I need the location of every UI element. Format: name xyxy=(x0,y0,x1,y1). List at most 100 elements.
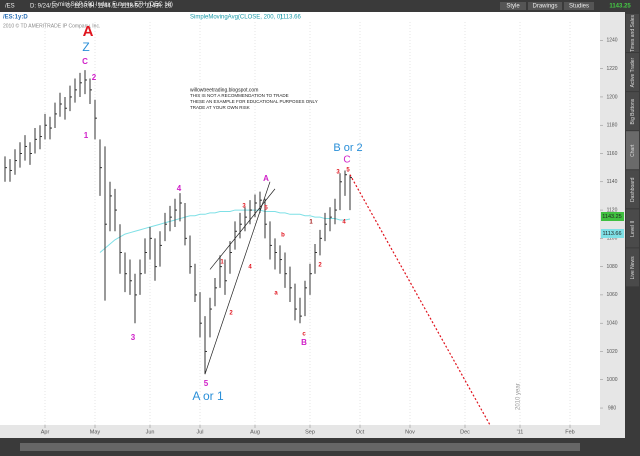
scroll-thumb[interactable] xyxy=(20,443,580,451)
tab[interactable] xyxy=(626,248,639,287)
plot-area xyxy=(0,12,600,425)
note-line: THIS IS NOT A RECOMMENDATION TO TRADE xyxy=(190,93,289,98)
y-tick-label: 1180 xyxy=(607,123,618,129)
y-tick-label: 1160 xyxy=(607,151,618,157)
wave-label: 2 xyxy=(92,73,97,82)
wave-label: A or 1 xyxy=(192,389,224,403)
tab[interactable] xyxy=(626,92,639,131)
wave-label: B xyxy=(301,338,307,347)
y-tick-label: 1220 xyxy=(606,66,617,72)
wave-label: A xyxy=(83,23,94,40)
open: O: 1130.5 xyxy=(66,4,93,10)
y-tick-label: 1100 xyxy=(607,236,618,242)
tab[interactable] xyxy=(626,170,639,209)
wave-label: 2 xyxy=(229,311,233,317)
wave-label: 3 xyxy=(242,204,246,210)
wave-label: 3 xyxy=(336,170,340,176)
symbol[interactable]: /ES xyxy=(5,4,15,10)
wave-label: c xyxy=(302,332,306,338)
copyright: 2010 © TD AMERITRADE IP Company, Inc. xyxy=(3,22,100,29)
y-tick-label: 980 xyxy=(608,405,617,411)
tab-label[interactable]: Active Trader xyxy=(630,58,636,88)
y-tick-label: 1140 xyxy=(607,179,618,185)
x-tick-label: Oct xyxy=(356,429,365,435)
toolbar xyxy=(0,0,640,12)
close: C: 1143 xyxy=(138,4,159,10)
tab-label[interactable]: Live News xyxy=(630,256,636,280)
x-tick-label: Nov xyxy=(405,429,415,435)
study-box xyxy=(601,229,624,238)
y-tick-label: 1020 xyxy=(606,349,617,355)
wave-labels: A Z C 2 1 4 3 A 3 5 1 4 2 b a c B 1 2 3 … xyxy=(82,23,363,403)
chart-id: /ES:1y:D xyxy=(3,15,28,21)
wave-label: Z xyxy=(82,40,89,54)
last-price-label: 1143.25 xyxy=(602,214,621,220)
tab-label[interactable]: Level II xyxy=(630,221,636,237)
x-tick-label: May xyxy=(90,429,101,435)
wave-label: C xyxy=(343,155,350,166)
tab[interactable] xyxy=(626,209,639,248)
wave-label: 5 xyxy=(264,206,268,212)
axes: 980 1000 1020 1040 1060 1080 1100 1120 1140 1160 1… xyxy=(41,38,618,436)
note-line: willowtreetrading.blogspot.com xyxy=(190,87,258,93)
tab[interactable] xyxy=(626,131,639,170)
trendline xyxy=(209,188,276,270)
x-tick-label: Aug xyxy=(250,429,260,435)
y-tick-label: 1120 xyxy=(607,207,618,213)
x-tick-label: Feb xyxy=(565,429,574,435)
wave-label: 1 xyxy=(84,131,89,140)
instrument: E-mini S&P 500 Index Futures,ETH (DEC 10… xyxy=(52,2,173,8)
moving-average xyxy=(99,209,351,253)
trendline xyxy=(204,181,271,375)
y-tick-label: 1060 xyxy=(606,292,617,298)
tab[interactable] xyxy=(626,14,639,53)
wave-label: 4 xyxy=(342,220,346,226)
y-tick-label: 1080 xyxy=(606,264,617,270)
button-label[interactable]: Drawings xyxy=(532,4,557,10)
x-tick-label: '11 xyxy=(517,429,524,435)
study-label: 1113.66 xyxy=(602,231,621,237)
grid xyxy=(44,22,571,425)
tab-label[interactable]: Dashboard xyxy=(630,177,636,202)
toolbar-buttons: Style Drawings Studies xyxy=(500,2,594,10)
low: L: 1118.5 xyxy=(114,4,139,10)
y-tick-label: 1000 xyxy=(606,377,617,383)
button[interactable] xyxy=(564,2,594,10)
study-name: SimpleMovingAvg(CLOSE, 200, 0) xyxy=(190,15,282,21)
bar-date: D: 9/24/10 xyxy=(30,4,58,10)
wave-label: C xyxy=(82,57,88,66)
tab-label[interactable]: Times and Sales xyxy=(630,15,636,53)
wave-label: 5 xyxy=(346,168,350,174)
x-tick-label: Jun xyxy=(146,429,155,435)
note-line: TRADE AT YOUR OWN RISK xyxy=(190,105,250,110)
x-tick-label: Dec xyxy=(460,429,470,435)
button-label[interactable]: Studies xyxy=(569,4,589,10)
marks xyxy=(4,70,491,426)
button-label[interactable]: Style xyxy=(506,4,520,10)
wave-label: b xyxy=(281,233,285,239)
tab-label[interactable]: Chart xyxy=(630,144,636,157)
wave-label: 4 xyxy=(177,184,182,193)
last-price: 1143.25 xyxy=(609,4,631,10)
tab-label[interactable]: Big Buttons xyxy=(630,98,636,124)
x-tick-label: Jul xyxy=(196,429,203,435)
year-marker: 2010 year xyxy=(516,383,522,410)
x-tick-label: Sep xyxy=(305,429,315,435)
tab[interactable] xyxy=(626,53,639,92)
wave-label: B or 2 xyxy=(333,142,362,154)
y-tick-label: 1200 xyxy=(606,94,617,100)
button[interactable] xyxy=(528,2,562,10)
wave-label: 2 xyxy=(318,263,322,269)
date-axis xyxy=(0,425,625,438)
y-tick-label: 1240 xyxy=(606,38,617,44)
wave-label: 3 xyxy=(131,333,136,342)
wave-label: 5 xyxy=(204,379,209,388)
wave-label: a xyxy=(274,291,278,297)
note: willowtreetrading.blogspot.com THIS IS N… xyxy=(190,87,318,110)
button[interactable] xyxy=(500,2,526,10)
note-line: THESE AN EXAMPLE FOR EDUCATIONAL PURPOSE… xyxy=(190,99,318,104)
wave-label: 4 xyxy=(248,265,252,271)
x-tick-label: Apr xyxy=(41,429,50,435)
